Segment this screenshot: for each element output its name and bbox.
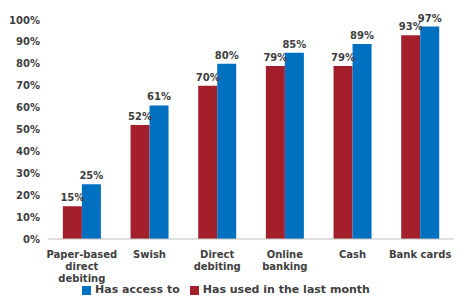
svg-text:80%: 80% — [215, 50, 239, 61]
svg-text:90%: 90% — [16, 36, 40, 47]
svg-text:79%: 79% — [263, 52, 287, 63]
html-text:Has access to: Has access to — [95, 283, 180, 296]
svg-text:15%: 15% — [60, 192, 84, 203]
svg-text:25%: 25% — [79, 170, 103, 181]
svg-text:79%: 79% — [331, 52, 355, 63]
svg-text:52%: 52% — [128, 111, 152, 122]
svg-text:97%: 97% — [418, 13, 442, 24]
svg-text:93%: 93% — [398, 21, 423, 33]
svg-text:Paper-baseddirectdebiting: Paper-baseddirectdebiting — [47, 249, 118, 284]
svg-text:85%: 85% — [282, 39, 306, 50]
svg-text:60%: 60% — [16, 102, 40, 113]
html-text:Has used in the last month: Has used in the last month — [202, 283, 370, 296]
svg-text:61%: 61% — [147, 91, 171, 102]
svg-text:70%: 70% — [16, 80, 40, 91]
svg-text:Swish: Swish — [133, 249, 166, 260]
svg-text:Onlinebanking: Onlinebanking — [262, 249, 307, 272]
svg-text:50%: 50% — [16, 124, 40, 135]
svg-text:Directdebiting: Directdebiting — [194, 249, 241, 272]
svg-text:Cash: Cash — [339, 249, 366, 260]
svg-text:89%: 89% — [350, 30, 374, 41]
svg-text:100%: 100% — [9, 15, 40, 26]
svg-text:20%: 20% — [16, 190, 40, 201]
svg-text:10%: 10% — [16, 212, 40, 223]
svg-text:30%: 30% — [16, 168, 40, 179]
svg-text:0%: 0% — [23, 234, 40, 245]
svg-text:Bank cards: Bank cards — [389, 249, 451, 260]
svg-text:40%: 40% — [16, 146, 40, 157]
svg-text:80%: 80% — [16, 58, 40, 69]
svg-text:70%: 70% — [196, 72, 220, 83]
